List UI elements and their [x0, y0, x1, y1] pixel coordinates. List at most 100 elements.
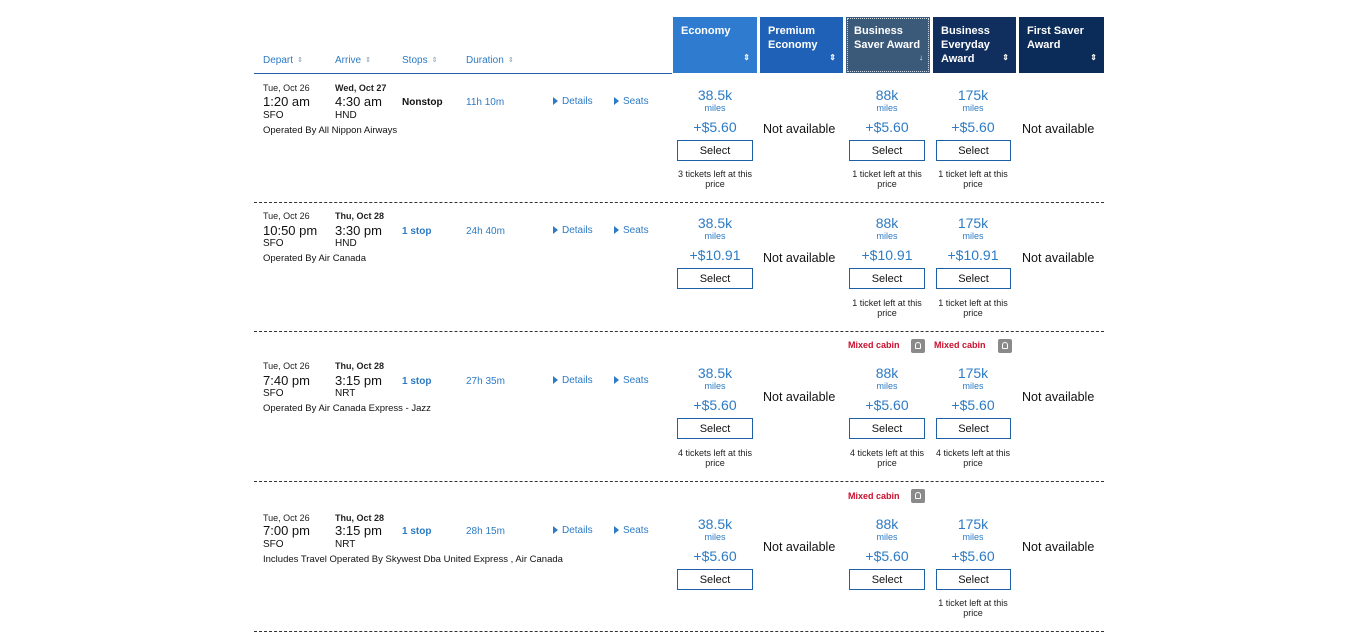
first-not-available: Not available — [1022, 390, 1095, 404]
business-everyday-price: 175k miles +$5.60 — [931, 365, 1015, 413]
arrive-header-label: Arrive — [335, 55, 362, 66]
select-business-everyday-button[interactable]: Select — [936, 569, 1011, 590]
miles-label: miles — [962, 532, 984, 542]
sort-stops-header[interactable]: Stops ⇕ — [402, 55, 437, 66]
stops-header-label: Stops — [402, 55, 428, 66]
details-link[interactable]: Details — [553, 375, 593, 386]
miles-value: 175k — [957, 365, 989, 381]
details-label: Details — [562, 525, 593, 536]
tax-value: +$5.60 — [865, 397, 909, 413]
miles-label: miles — [962, 381, 984, 391]
mixed-cabin-info-icon[interactable] — [911, 339, 925, 353]
seats-link[interactable]: Seats — [614, 96, 649, 107]
premium-not-available: Not available — [763, 540, 836, 554]
caret-right-icon — [614, 376, 619, 384]
sort-arrive-header[interactable]: Arrive ⇕ — [335, 55, 371, 66]
arrive-time: 4:30 am — [335, 94, 382, 109]
miles-label: miles — [962, 103, 984, 113]
tax-value: +$5.60 — [693, 119, 737, 135]
business-saver-price: 88k miles +$5.60 — [845, 516, 929, 564]
depart-time: 1:20 am — [263, 94, 310, 109]
select-business-everyday-button[interactable]: Select — [936, 140, 1011, 161]
stops-link[interactable]: 1 stop — [402, 526, 432, 537]
tickets-left-note: 1 ticket left at this price — [852, 298, 922, 318]
select-economy-button[interactable]: Select — [677, 140, 753, 161]
arrive-date: Thu, Oct 28 — [335, 513, 385, 523]
business-everyday-price: 175k miles +$5.60 — [931, 87, 1015, 135]
arrive-airport: HND — [335, 238, 357, 249]
cabin-header-business-everyday[interactable]: Business Everyday Award ⇕ — [933, 17, 1016, 73]
stops-link[interactable]: 1 stop — [402, 226, 432, 237]
seats-label: Seats — [623, 96, 649, 107]
tax-value: +$10.91 — [947, 247, 999, 263]
select-business-saver-button[interactable]: Select — [849, 418, 925, 439]
select-economy-button[interactable]: Select — [677, 268, 753, 289]
select-business-saver-button[interactable]: Select — [849, 569, 925, 590]
select-business-saver-button[interactable]: Select — [849, 268, 925, 289]
duration: 11h 10m — [466, 97, 505, 108]
tax-value: +$10.91 — [689, 247, 741, 263]
mixed-cabin-info-icon[interactable] — [998, 339, 1012, 353]
tickets-left-note: 4 tickets left at this price — [677, 448, 753, 468]
arrive-airport: NRT — [335, 388, 356, 399]
stops-link[interactable]: 1 stop — [402, 376, 432, 387]
miles-label: miles — [876, 381, 898, 391]
sort-duration-header[interactable]: Duration ⇕ — [466, 55, 514, 66]
tax-value: +$5.60 — [865, 119, 909, 135]
miles-label: miles — [876, 103, 898, 113]
operated-by: Includes Travel Operated By Skywest Dba … — [263, 554, 563, 565]
tax-value: +$5.60 — [951, 119, 995, 135]
mixed-cabin-label: Mixed cabin — [934, 340, 986, 350]
premium-not-available: Not available — [763, 122, 836, 136]
caret-right-icon — [614, 97, 619, 105]
business-saver-price: 88k miles +$5.60 — [845, 365, 929, 413]
miles-value: 38.5k — [697, 215, 733, 231]
sort-arrows-icon: ⇕ — [1090, 53, 1097, 62]
sort-arrows-icon: ⇕ — [365, 56, 371, 64]
seats-link[interactable]: Seats — [614, 375, 649, 386]
tax-value: +$10.91 — [861, 247, 913, 263]
first-not-available: Not available — [1022, 251, 1095, 265]
first-not-available: Not available — [1022, 122, 1095, 136]
select-business-saver-button[interactable]: Select — [849, 140, 925, 161]
details-link[interactable]: Details — [553, 525, 593, 536]
depart-airport: SFO — [263, 388, 284, 399]
seats-link[interactable]: Seats — [614, 525, 649, 536]
sort-arrows-icon: ⇕ — [743, 53, 750, 62]
tax-value: +$5.60 — [865, 548, 909, 564]
premium-not-available: Not available — [763, 390, 836, 404]
cabin-header-business-saver[interactable]: Business Saver Award ↓ — [846, 17, 930, 73]
cabin-header-label: Business Saver Award — [854, 25, 921, 51]
caret-right-icon — [553, 226, 558, 234]
miles-value: 88k — [875, 365, 899, 381]
select-business-everyday-button[interactable]: Select — [936, 418, 1011, 439]
select-business-everyday-button[interactable]: Select — [936, 268, 1011, 289]
details-link[interactable]: Details — [553, 225, 593, 236]
sort-arrows-icon: ⇕ — [1002, 53, 1009, 62]
row-divider — [254, 331, 1104, 332]
business-saver-price: 88k miles +$10.91 — [845, 215, 929, 263]
caret-right-icon — [553, 376, 558, 384]
miles-label: miles — [704, 231, 726, 241]
seats-label: Seats — [623, 375, 649, 386]
depart-time: 7:00 pm — [263, 523, 310, 538]
mixed-cabin-label: Mixed cabin — [848, 491, 900, 501]
mixed-cabin-info-icon[interactable] — [911, 489, 925, 503]
cabin-header-premium-economy[interactable]: Premium Economy ⇕ — [760, 17, 843, 73]
select-economy-button[interactable]: Select — [677, 569, 753, 590]
arrive-date: Wed, Oct 27 — [335, 83, 387, 93]
tickets-left-note: 1 ticket left at this price — [938, 298, 1008, 318]
sort-arrows-icon: ⇕ — [829, 53, 836, 62]
sort-down-icon: ↓ — [919, 53, 923, 62]
arrive-airport: HND — [335, 110, 357, 121]
arrive-time: 3:30 pm — [335, 223, 382, 238]
miles-value: 38.5k — [697, 516, 733, 532]
sort-depart-header[interactable]: Depart ⇕ — [263, 55, 303, 66]
cabin-header-economy[interactable]: Economy ⇕ — [673, 17, 757, 73]
details-link[interactable]: Details — [553, 96, 593, 107]
seats-link[interactable]: Seats — [614, 225, 649, 236]
select-economy-button[interactable]: Select — [677, 418, 753, 439]
tickets-left-note: 4 tickets left at this price — [935, 448, 1011, 468]
cabin-header-first-saver[interactable]: First Saver Award ⇕ — [1019, 17, 1104, 73]
miles-value: 38.5k — [697, 365, 733, 381]
